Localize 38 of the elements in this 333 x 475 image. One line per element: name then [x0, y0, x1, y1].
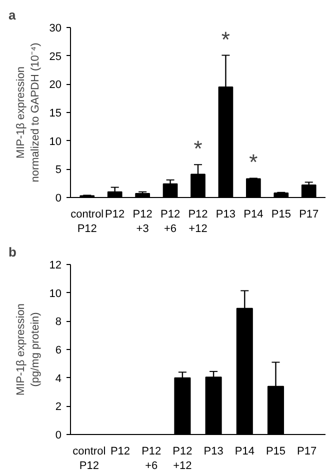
annotation: *: [249, 150, 258, 175]
y-tick-label: 20: [49, 79, 62, 92]
x-tick-label: P13: [204, 446, 224, 458]
x-tick-label: P17: [297, 446, 317, 458]
x-tick-label: P14: [234, 446, 254, 458]
y-tick-label: 0: [55, 430, 62, 442]
x-tick-label: P13: [216, 208, 236, 220]
x-tick-label: P12: [105, 208, 125, 220]
annotation: *: [221, 26, 230, 52]
y-tick-label: 25: [49, 50, 62, 63]
chart-title: a: [8, 8, 16, 22]
y-tick-label: 10: [49, 136, 62, 148]
y-axis-title: MIP-1β expression (pg/mg protein): [14, 304, 42, 396]
annotation: *: [194, 136, 203, 162]
y-tick-label: 30: [49, 22, 62, 34]
x-tick-label: P12 +12: [172, 446, 192, 472]
y-axis-title: MIP-1β expression normalized to GAPDH (10⁻⁴): [14, 42, 42, 182]
x-tick-label: P15: [271, 208, 291, 220]
x-tick-label: P15: [266, 446, 286, 458]
y-tick-label: 8: [55, 316, 62, 328]
y-tick-label: 15: [49, 108, 62, 120]
y-tick-label: 2: [55, 401, 62, 414]
y-tick-label: 0: [55, 192, 62, 204]
x-tick-label: P12 +3: [132, 208, 152, 235]
y-tick-label: 5: [55, 164, 62, 176]
x-tick-label: P12: [110, 446, 130, 458]
y-tick-label: 12: [49, 260, 62, 272]
x-tick-label: P17: [299, 208, 319, 220]
y-tick-label: 6: [55, 344, 62, 356]
x-tick-label: P12 +12: [188, 208, 208, 235]
x-tick-label: control P12: [70, 208, 104, 235]
x-tick-label: P12 +6: [142, 446, 162, 472]
x-tick-label: P12 +6: [160, 208, 180, 235]
y-tick-label: 10: [49, 288, 62, 300]
chart-title: b: [8, 244, 16, 260]
x-tick-label: P14: [244, 208, 264, 220]
y-tick-label: 4: [55, 372, 62, 385]
x-tick-label: control P12: [72, 446, 106, 472]
